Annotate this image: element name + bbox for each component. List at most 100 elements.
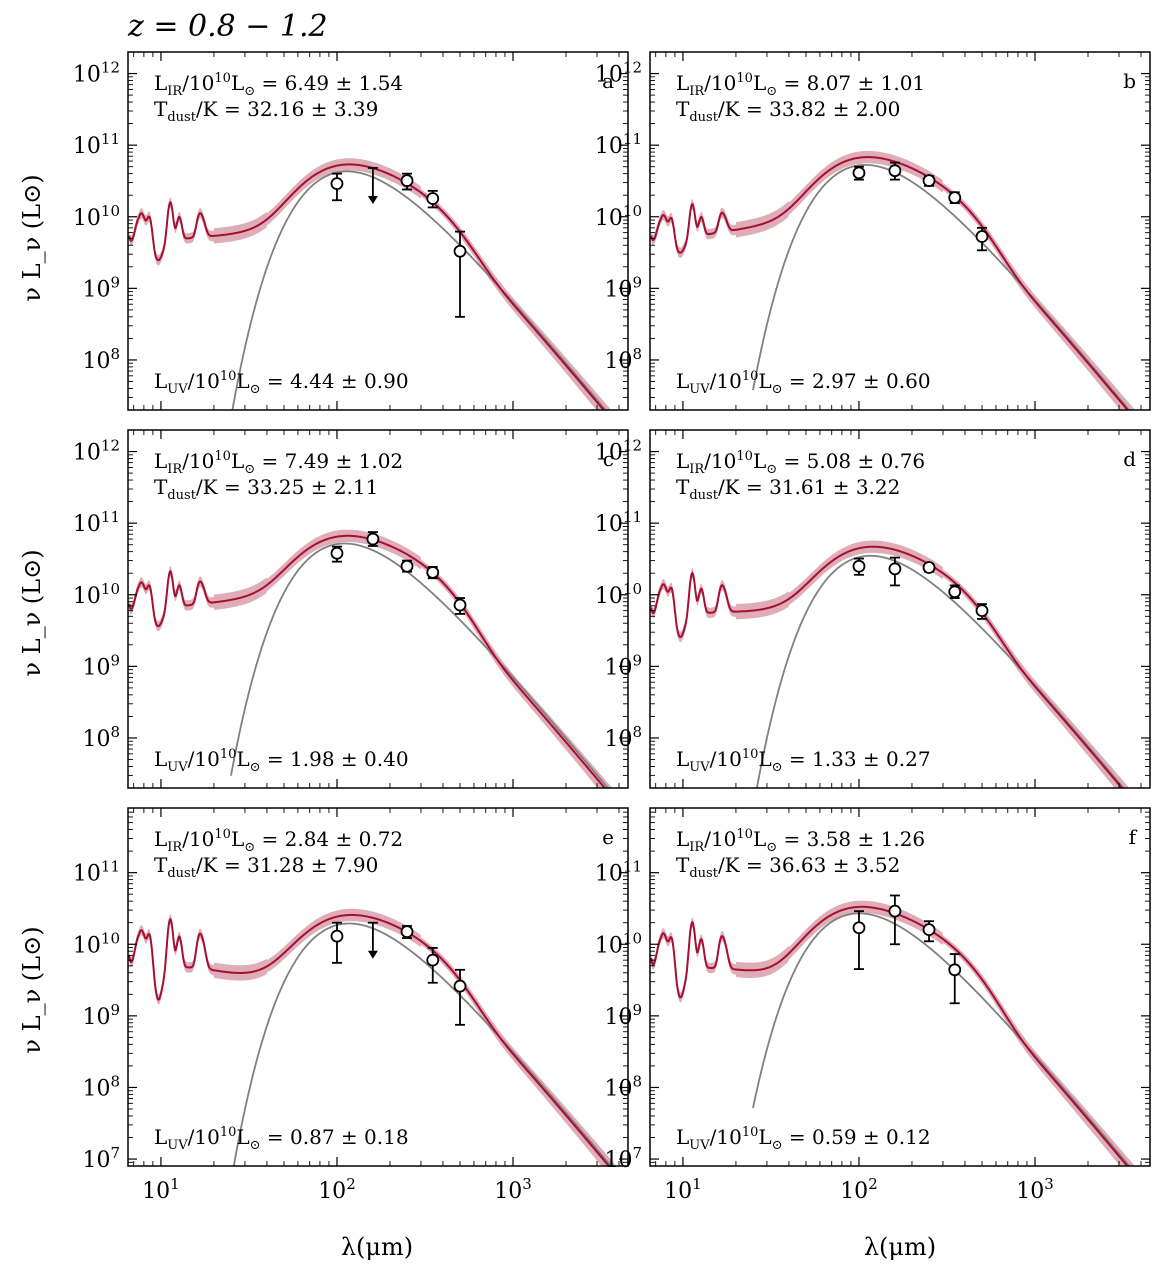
y-tick-label: 108 [604, 723, 642, 752]
y-tick-label: 108 [82, 345, 120, 374]
dust-blackbody-curve [232, 922, 613, 1166]
data-point [453, 979, 467, 993]
luv-annotation: LUV/1010L⊙ = 1.98 ± 0.40 [154, 747, 409, 775]
tdust-annotation: Tdust/K = 31.28 ± 7.90 [154, 853, 378, 881]
y-tick-label: 108 [604, 345, 642, 374]
y-tick-label: 109 [604, 1001, 642, 1030]
data-point [400, 925, 414, 939]
axes-frame [127, 807, 629, 1167]
y-tick-label: 1012 [73, 59, 120, 88]
y-tick-label: 109 [604, 651, 642, 680]
luv-annotation: LUV/1010L⊙ = 1.33 ± 0.27 [676, 747, 931, 775]
y-tick-label: 1010 [73, 929, 120, 958]
model-sed-line [650, 545, 1124, 788]
lir-annotation: LIR/1010L⊙ = 8.07 ± 1.01 [676, 71, 925, 99]
axes-frame [649, 429, 1151, 789]
y-tick-label: 1010 [595, 580, 642, 609]
y-tick-label: 109 [82, 651, 120, 680]
panel-letter: e [602, 825, 614, 849]
luv-annotation: LUV/1010L⊙ = 4.44 ± 0.90 [154, 369, 409, 397]
y-tick-label: 1011 [73, 130, 120, 159]
data-point [922, 174, 936, 187]
data-point [426, 953, 440, 967]
x-axis-label-left: λ(μm) [341, 1233, 413, 1261]
data-point [453, 244, 467, 258]
data-point [330, 929, 344, 943]
y-tick-label: 1010 [595, 929, 642, 958]
x-tick-label: 103 [494, 1175, 532, 1204]
data-point [852, 921, 866, 935]
panel-f: 107 108 109 1010 1011 101 102 103 LIR/1010L⊙ = 3… [595, 807, 1151, 1204]
plot-area-c [128, 529, 613, 788]
y-tick-label: 109 [82, 1001, 120, 1030]
y-tick-label: 1011 [595, 508, 642, 537]
y-tick-label: 1011 [595, 858, 642, 887]
data-point [426, 192, 440, 205]
dust-blackbody-curve [752, 164, 1131, 410]
axes-frame [127, 51, 629, 411]
y-tick-label: 107 [604, 1144, 642, 1173]
y-tick-label: 109 [82, 273, 120, 302]
data-point [453, 598, 467, 612]
luv-annotation: LUV/1010L⊙ = 2.97 ± 0.60 [676, 369, 931, 397]
dust-blackbody-curve [752, 912, 1131, 1166]
data-point [948, 963, 962, 977]
y-tick-label: 1010 [73, 202, 120, 231]
y-tick-label: 108 [82, 1072, 120, 1101]
tdust-annotation: Tdust/K = 32.16 ± 3.39 [154, 97, 378, 125]
lir-annotation: LIR/1010L⊙ = 3.58 ± 1.26 [676, 827, 925, 855]
lir-annotation: LIR/1010L⊙ = 2.84 ± 0.72 [154, 827, 403, 855]
x-tick-label: 102 [318, 1175, 356, 1204]
y-tick-label: 1012 [73, 437, 120, 466]
y-tick-label: 1010 [595, 202, 642, 231]
x-tick-label: 101 [664, 1175, 702, 1204]
panel-letter: b [1123, 69, 1136, 93]
panel-letter: c [603, 447, 614, 471]
tdust-annotation: Tdust/K = 33.25 ± 2.11 [154, 475, 378, 503]
y-tick-label: 1012 [595, 437, 642, 466]
axes-frame [649, 807, 1151, 1167]
data-point [366, 532, 380, 546]
data-point [852, 559, 866, 573]
model-sed-line [128, 913, 611, 1166]
panel-d: 108 109 1010 1011 1012 LIR/1010L⊙ = 5.08 ± 0.… [595, 429, 1151, 789]
tdust-annotation: Tdust/K = 31.61 ± 3.22 [676, 475, 900, 503]
y-tick-label: 108 [604, 1072, 642, 1101]
data-point [400, 559, 414, 573]
panel-letter: f [1129, 825, 1138, 849]
y-tick-label: 1011 [73, 508, 120, 537]
x-tick-label: 101 [142, 1175, 180, 1204]
y-tick-label: 109 [604, 273, 642, 302]
figure-title: z = 0.8 − 1.2 [127, 9, 328, 44]
y-tick-label: 1011 [595, 130, 642, 159]
y-axis-label-top: ν L_ν (L⊙) [18, 174, 46, 301]
model-uncertainty-band [651, 150, 1136, 410]
lir-annotation: LIR/1010L⊙ = 5.08 ± 0.76 [676, 449, 925, 477]
data-point [948, 191, 962, 205]
model-uncertainty-band [651, 540, 1130, 788]
data-point [330, 177, 344, 191]
dust-blackbody-curve [231, 170, 607, 410]
panel-letter: a [602, 69, 614, 93]
y-tick-label: 1011 [73, 858, 120, 887]
y-tick-label: 1010 [73, 580, 120, 609]
y-tick-label: 107 [82, 1144, 120, 1173]
panel-e: 107 108 109 1010 1011 101 102 103 LIR/1010L⊙ = 2… [73, 807, 629, 1204]
luv-annotation: LUV/1010L⊙ = 0.59 ± 0.12 [676, 1125, 931, 1153]
model-uncertainty-band [129, 529, 613, 788]
data-point [975, 230, 989, 243]
x-axis-label-right: λ(μm) [864, 1233, 936, 1261]
y-axis-label-bottom: ν L_ν (L⊙) [18, 926, 46, 1053]
panel-letter: d [1123, 447, 1136, 471]
x-tick-label: 103 [1016, 1175, 1054, 1204]
data-point [852, 166, 866, 180]
data-point [888, 164, 902, 178]
data-point [922, 923, 936, 937]
data-point [888, 904, 902, 918]
dust-blackbody-curve [755, 554, 1125, 788]
data-point [426, 566, 440, 579]
lir-annotation: LIR/1010L⊙ = 6.49 ± 1.54 [154, 71, 403, 99]
upper-limit-arrow [367, 195, 378, 204]
panel-b: 108 109 1010 1011 1012 LIR/1010L⊙ = 8.07 ± 1.… [595, 51, 1151, 411]
